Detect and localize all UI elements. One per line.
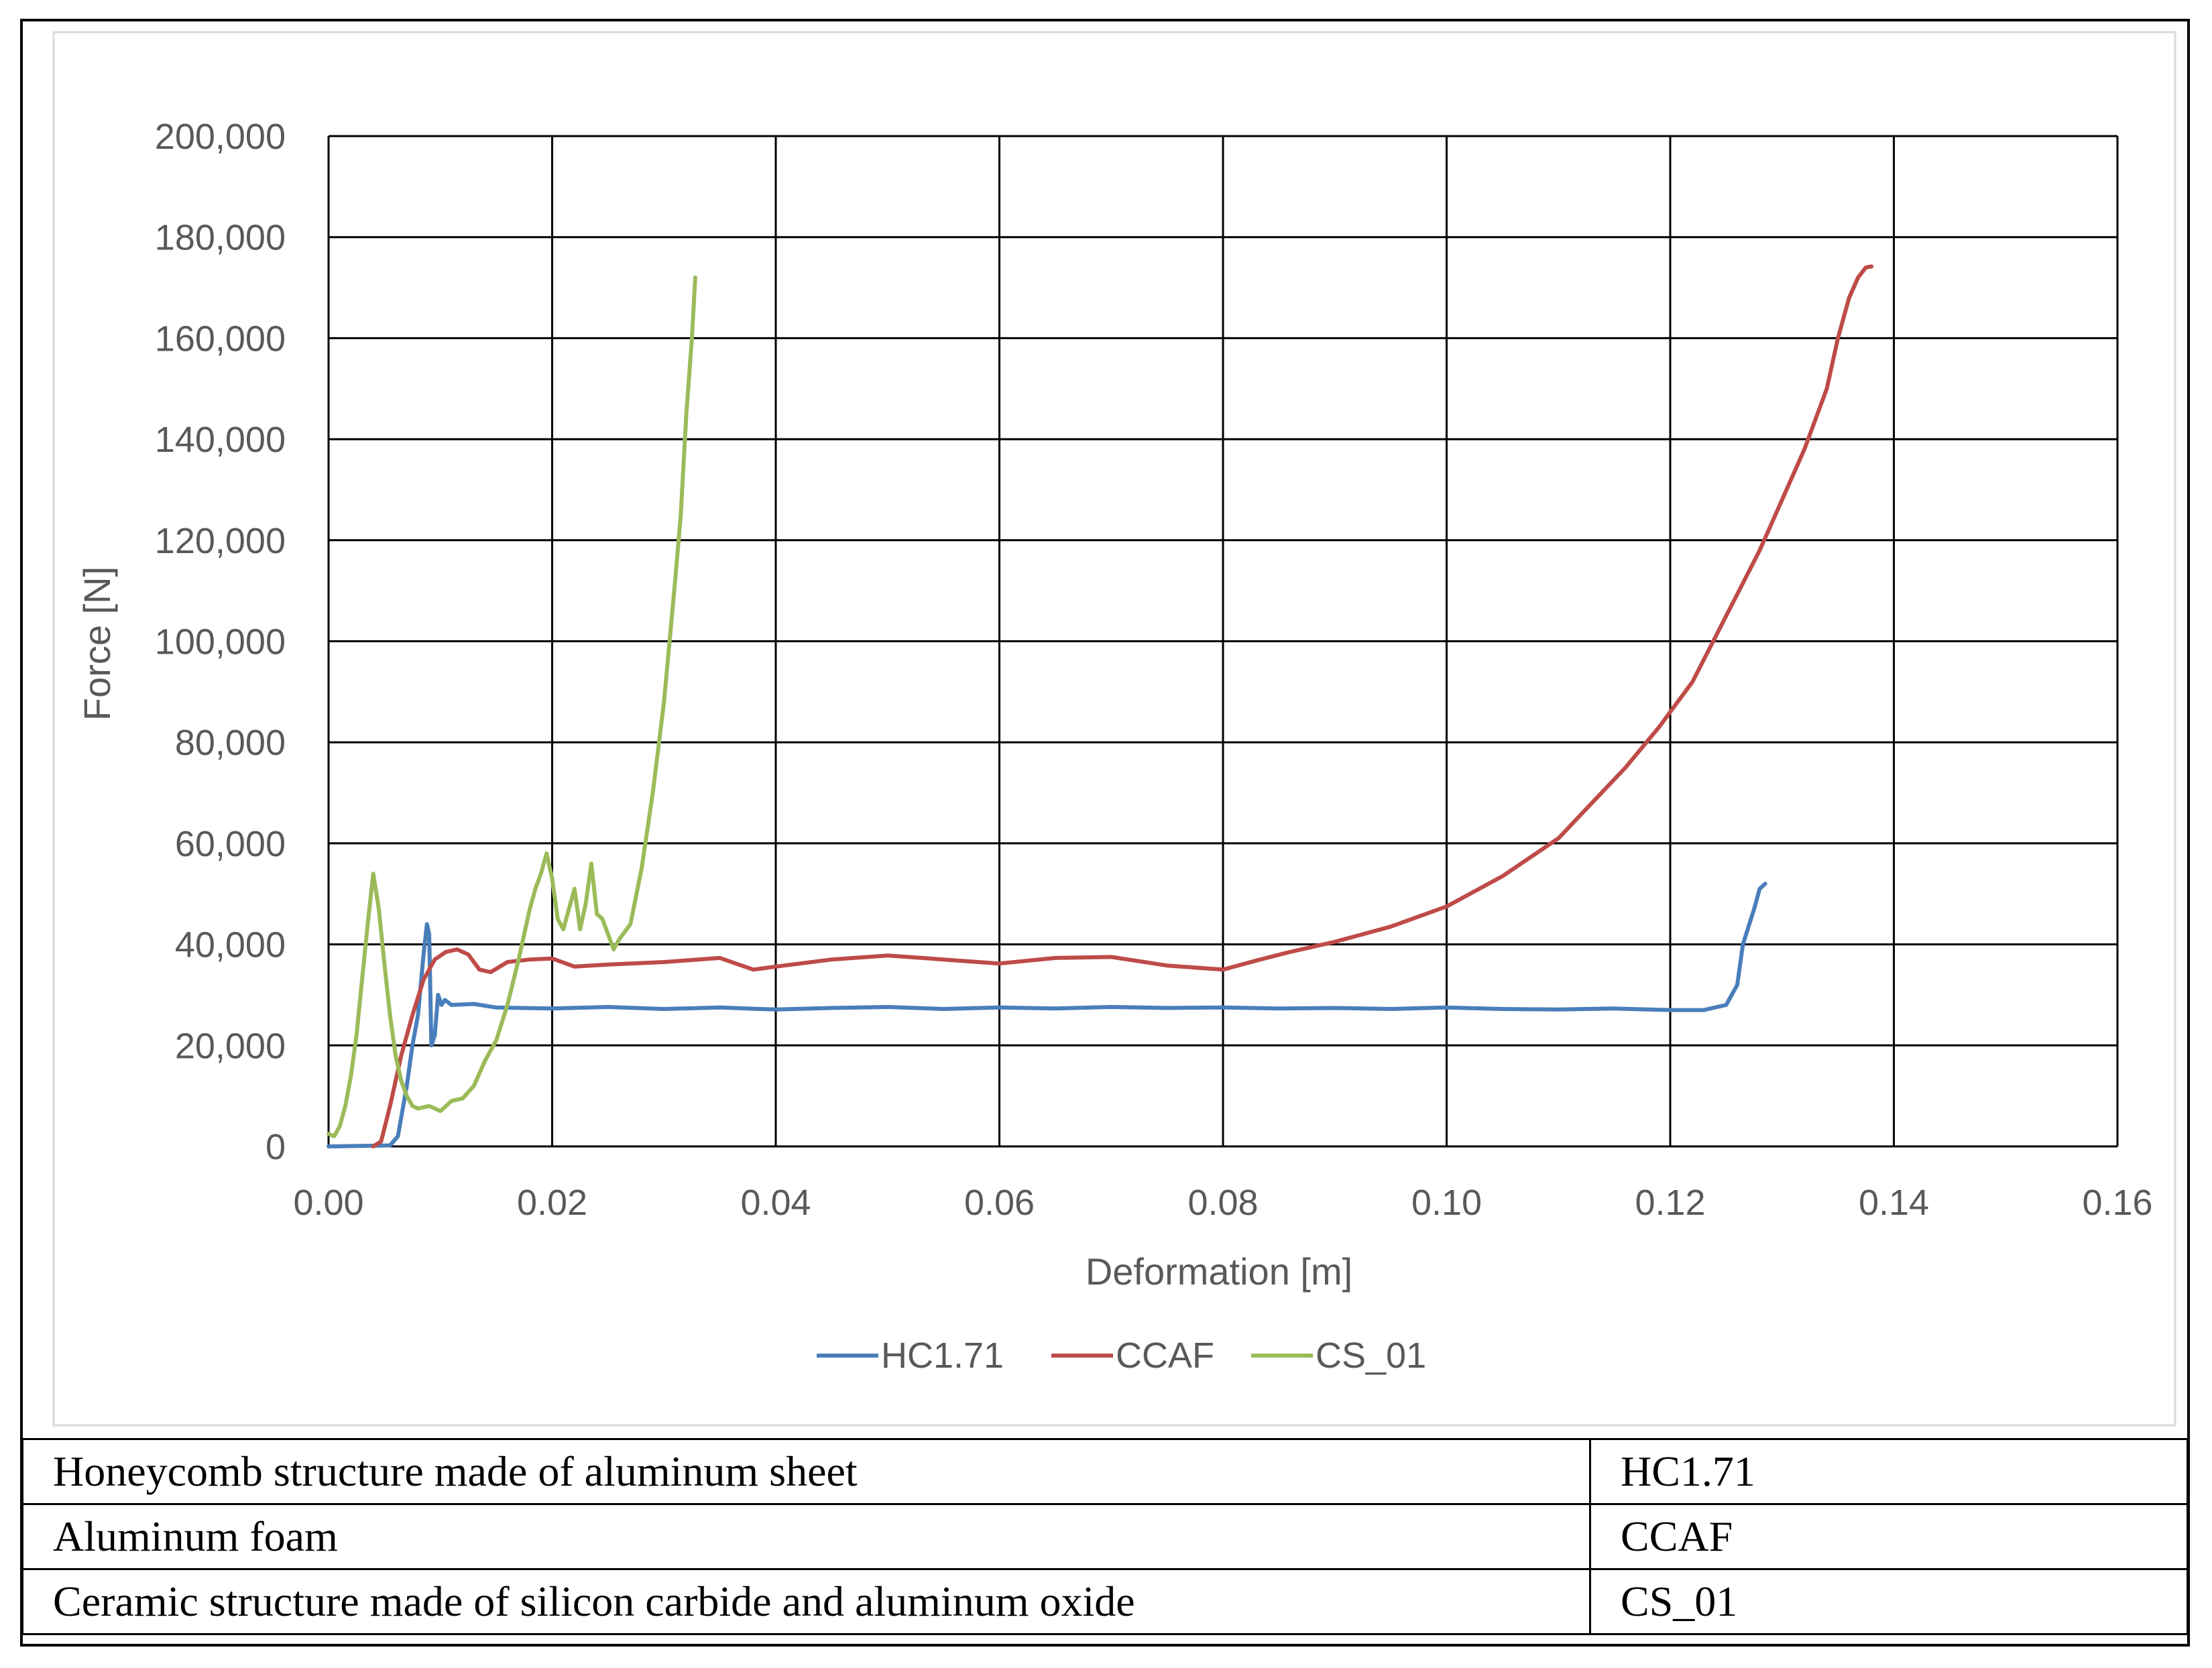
x-tick-label: 0.14 [1859, 1183, 1929, 1223]
x-tick-label: 0.08 [1187, 1183, 1258, 1223]
x-axis-label: Deformation [m] [1086, 1250, 1352, 1293]
x-tick-label: 0.04 [740, 1183, 811, 1223]
table-cell-description: Ceramic structure made of silicon carbid… [21, 1568, 1591, 1635]
series-layer [327, 264, 1874, 1148]
y-tick-label: 60,000 [175, 824, 286, 864]
y-tick-label: 0 [266, 1127, 286, 1167]
table-cell-description: Aluminum foam [21, 1503, 1591, 1570]
x-tick-label: 0.02 [517, 1183, 587, 1223]
table-cell-description: Honeycomb structure made of aluminum she… [21, 1438, 1591, 1505]
x-tick-label: 0.06 [964, 1183, 1035, 1223]
x-tick-label: 0.00 [293, 1183, 363, 1223]
y-axis-label: Force [N] [76, 567, 118, 721]
table-cell-code: CS_01 [1589, 1568, 2189, 1635]
y-tick-label: 100,000 [155, 622, 286, 662]
series-line-cs-01 [327, 276, 697, 1138]
x-tick-label: 0.12 [1635, 1183, 1705, 1223]
table-row: Ceramic structure made of silicon carbid… [21, 1568, 2189, 1635]
y-tick-label: 20,000 [175, 1026, 286, 1066]
legend-label: CS_01 [1316, 1335, 1426, 1376]
table-cell-code: CCAF [1589, 1503, 2189, 1570]
y-tick-label: 80,000 [175, 723, 286, 763]
y-tick-label: 140,000 [155, 420, 286, 460]
series-line-hc1-71 [327, 882, 1767, 1148]
y-tick-label: 200,000 [155, 117, 286, 157]
outer-frame [20, 19, 2190, 1647]
legend: HC1.71 CCAF CS_01 [817, 1335, 1426, 1376]
y-tick-label: 160,000 [155, 318, 286, 359]
chart-area-border [52, 31, 2176, 1427]
legend-label: HC1.71 [881, 1335, 1004, 1376]
x-tick-label: 0.16 [2082, 1183, 2152, 1223]
grid [327, 135, 2119, 1148]
legend-label: CCAF [1116, 1335, 1214, 1376]
x-tick-label: 0.10 [1411, 1183, 1482, 1223]
y-tick-label: 180,000 [155, 218, 286, 258]
table-row: Honeycomb structure made of aluminum she… [21, 1438, 2189, 1505]
y-tick-label: 120,000 [155, 521, 286, 561]
tick-labels: 0.00 0.02 0.04 0.06 0.08 0.10 0.12 0.14 0.16 0 20,… [155, 117, 2153, 1223]
table-cell-code: HC1.71 [1589, 1438, 2189, 1505]
legend-table: Honeycomb structure made of aluminum she… [21, 1438, 2189, 1635]
series-line-ccaf [371, 264, 1874, 1148]
y-tick-label: 40,000 [175, 925, 286, 965]
table-row: Aluminum foam CCAF [21, 1503, 2189, 1570]
